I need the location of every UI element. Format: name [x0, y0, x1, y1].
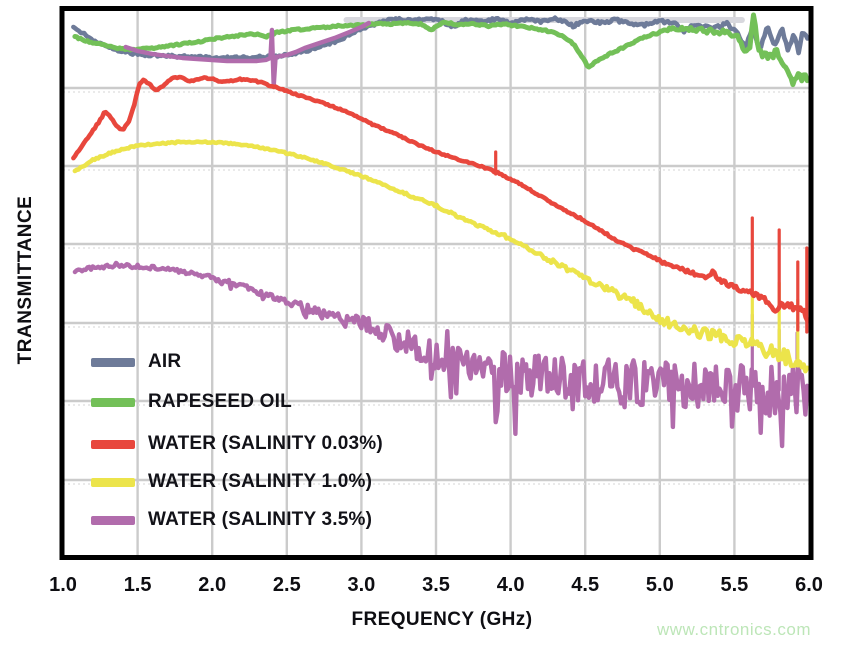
- legend-label: WATER (SALINITY 0.03%): [148, 433, 383, 454]
- series-water-salinity-1_0: [72, 139, 809, 374]
- x-tick-label: 4.0: [496, 574, 525, 596]
- x-tick-label: 3.0: [347, 574, 376, 596]
- legend-label: RAPESEED OIL: [148, 391, 292, 412]
- series-water-salinity-3_5: [72, 20, 809, 449]
- x-tick-label: 4.5: [571, 574, 600, 596]
- series-rapeseed-oil: [72, 12, 809, 88]
- watermark-text: www.cntronics.com: [657, 620, 811, 639]
- x-tick-label: 5.0: [645, 574, 674, 596]
- legend-item: WATER (SALINITY 1.0%): [91, 471, 373, 492]
- legend-label: AIR: [148, 351, 182, 372]
- legend-swatch: [91, 397, 135, 407]
- x-tick-label: 5.5: [720, 574, 749, 596]
- legend-label: WATER (SALINITY 1.0%): [148, 471, 373, 492]
- x-tick-label: 1.5: [123, 574, 152, 596]
- series-curves: [71, 12, 809, 449]
- legend-item: RAPESEED OIL: [91, 391, 292, 412]
- series-water-salinity-0_03: [71, 74, 809, 334]
- x-tick-label: 2.5: [272, 574, 301, 596]
- x-tick-label: 2.0: [198, 574, 227, 596]
- y-axis-title: TRANSMITTANCE: [15, 195, 36, 365]
- x-tick-label: 3.5: [422, 574, 450, 596]
- legend-item: AIR: [91, 351, 182, 372]
- legend-item: WATER (SALINITY 0.03%): [91, 433, 383, 454]
- legend-swatch: [91, 477, 135, 487]
- x-tick-label: 6.0: [795, 574, 823, 596]
- x-axis-title: FREQUENCY (GHz): [351, 609, 533, 630]
- legend-swatch: [91, 515, 135, 525]
- legend-swatch: [91, 439, 135, 449]
- legend-item: WATER (SALINITY 3.5%): [91, 509, 373, 530]
- plot-border: [59, 6, 814, 560]
- legend-swatch: [91, 357, 135, 367]
- legend-label: WATER (SALINITY 3.5%): [148, 509, 373, 530]
- x-tick-label: 1.0: [49, 574, 77, 596]
